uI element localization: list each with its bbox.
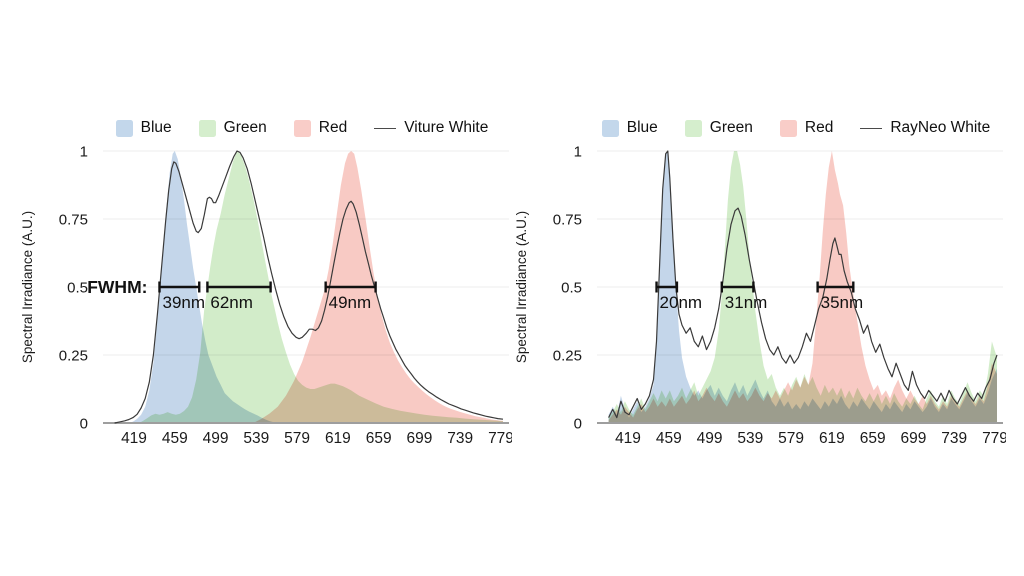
x-tick-label: 619 (325, 430, 351, 447)
legend-item-blue: Blue (115, 119, 172, 137)
legend-item-viture-white: Viture White (374, 119, 488, 137)
red-swatch-icon (293, 119, 311, 137)
x-tick-label: 779 (982, 430, 1006, 447)
x-tick-label: 619 (819, 430, 845, 447)
x-tick-label: 699 (407, 430, 433, 447)
legend-label: Blue (626, 119, 658, 136)
line-swatch-icon (374, 127, 397, 129)
x-tick-label: 539 (737, 430, 763, 447)
legend-item-red: Red (293, 119, 348, 137)
x-tick-label: 459 (162, 430, 188, 447)
x-tick-label: 459 (656, 430, 682, 447)
fwhm-annotation: 20nm (655, 281, 703, 312)
green-swatch-icon (198, 119, 216, 137)
y-tick-label: 1 (574, 144, 582, 161)
legend-label: RayNeo White (890, 119, 991, 136)
legend-item-rayneo-white: RayNeo White (860, 119, 990, 137)
line-swatch-icon (860, 127, 883, 129)
y-tick-label: 0.5 (67, 280, 88, 297)
y-tick-label: 0.75 (59, 212, 88, 229)
fwhm-value-label: 35nm (821, 293, 864, 312)
fwhm-value-label: 49nm (329, 293, 372, 312)
y-tick-label: 0.25 (59, 348, 88, 365)
x-tick-label: 659 (366, 430, 392, 447)
y-tick-label: 0 (80, 416, 88, 433)
y-tick-label: 0.25 (553, 348, 582, 365)
y-tick-label: 0.75 (553, 212, 582, 229)
viture-chart: Blue Green Red Viture White 1 0.75 0.5 0.25 0 41… (0, 116, 512, 482)
rayneo-plot: 1 0.75 0.5 0.25 0 419 459 499 539 579 619 659 699 739… (514, 144, 1006, 448)
legend-label: Green (709, 119, 753, 136)
viture-plot: 1 0.75 0.5 0.25 0 419 459 499 539 579 619 659 699 739… (20, 144, 512, 448)
y-tick-label: 1 (80, 144, 88, 161)
y-axis-title: Spectral Irradiance (A.U.) (514, 211, 529, 363)
viture-green-area (139, 151, 503, 423)
fwhm-annotation: 62nm (206, 281, 272, 312)
viture-legend: Blue Green Red Viture White (46, 116, 558, 140)
y-tick-label: 0.5 (561, 280, 582, 297)
legend-label: Red (804, 119, 834, 136)
x-tick-label: 539 (243, 430, 269, 447)
fwhm-value-label: 62nm (210, 293, 253, 312)
x-tick-label: 779 (488, 430, 512, 447)
fwhm-value-label: 20nm (660, 293, 703, 312)
x-tick-label: 579 (778, 430, 804, 447)
x-tick-label: 499 (203, 430, 229, 447)
legend-label: Red (318, 119, 348, 136)
legend-item-blue: Blue (601, 119, 658, 137)
rayneo-legend: Blue Green Red RayNeo White (540, 116, 1024, 140)
legend-label: Viture White (404, 119, 489, 136)
y-tick-label: 0 (574, 416, 582, 433)
y-axis-title: Spectral Irradiance (A.U.) (20, 211, 35, 363)
x-tick-label: 499 (697, 430, 723, 447)
fwhm-annotation: 39nm (158, 281, 205, 312)
x-tick-label: 579 (284, 430, 310, 447)
viture-red-area (253, 151, 503, 423)
fwhm-annotation: 35nm (816, 281, 864, 312)
red-swatch-icon (779, 119, 797, 137)
legend-item-green: Green (198, 119, 267, 137)
fwhm-prefix-label: FWHM: (87, 277, 147, 297)
legend-item-green: Green (684, 119, 753, 137)
x-tick-label: 699 (901, 430, 927, 447)
blue-swatch-icon (601, 119, 619, 137)
legend-label: Green (223, 119, 267, 136)
x-tick-label: 419 (615, 430, 641, 447)
blue-swatch-icon (115, 119, 133, 137)
x-tick-label: 419 (121, 430, 147, 447)
x-tick-label: 739 (941, 430, 967, 447)
legend-item-red: Red (779, 119, 834, 137)
legend-label: Blue (140, 119, 172, 136)
fwhm-annotation: 49nm (324, 281, 377, 312)
x-tick-label: 659 (860, 430, 886, 447)
viture-white-line (114, 150, 504, 424)
fwhm-annotation: 31nm (720, 281, 768, 312)
fwhm-value-label: 31nm (725, 293, 768, 312)
rayneo-chart: Blue Green Red RayNeo White 1 0.75 0.5 0.25 0 41… (494, 116, 1006, 482)
rayneo-white-line (608, 150, 998, 419)
x-tick-label: 739 (447, 430, 473, 447)
fwhm-value-label: 39nm (162, 293, 205, 312)
green-swatch-icon (684, 119, 702, 137)
